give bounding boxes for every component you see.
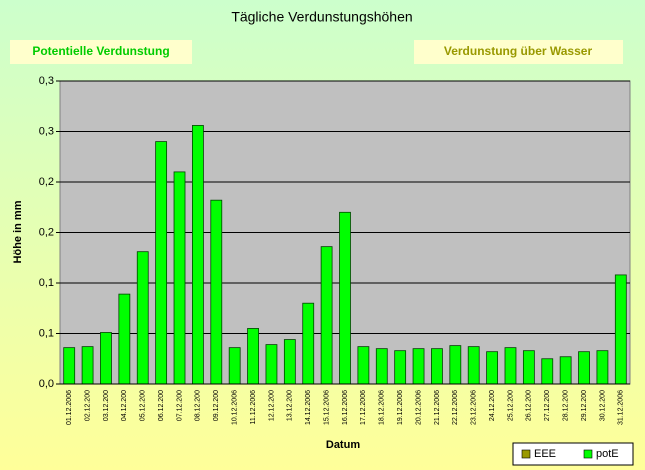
x-tick-label: 28.12.200	[562, 390, 569, 421]
x-tick-label: 05.12.200	[140, 390, 147, 421]
x-tick-label: 08.12.200	[195, 390, 202, 421]
x-tick-label: 20.12.2006	[415, 390, 422, 425]
bar	[522, 350, 535, 385]
x-tick-label: 07.12.200	[176, 390, 183, 421]
annotation-box	[414, 40, 623, 64]
x-tick-label: 29.12.200	[581, 390, 588, 421]
chart-title: Tägliche Verdunstungshöhen	[231, 9, 412, 25]
bar	[375, 348, 388, 385]
x-tick-label: 11.12.2006	[250, 390, 257, 425]
bar	[155, 141, 168, 385]
x-tick-label: 17.12.2006	[360, 390, 367, 425]
x-tick-label: 14.12.2006	[305, 390, 312, 425]
annotation: Potentielle Verdunstung	[32, 44, 169, 58]
y-axis-label: Höhe in mm	[12, 200, 24, 263]
bar	[486, 351, 498, 385]
bar	[136, 251, 149, 385]
x-tick-label: 12.12.200	[268, 390, 275, 421]
x-tick-label: 26.12.200	[526, 390, 533, 421]
bar	[100, 332, 112, 385]
x-tick-label: 19.12.2006	[397, 390, 404, 425]
bar	[265, 344, 278, 385]
y-tick-label: 0,2	[39, 176, 54, 188]
x-tick-label: 30.12.200	[599, 390, 606, 421]
bar	[63, 347, 76, 385]
y-tick-label: 0,3	[39, 125, 54, 137]
y-tick-label: 0,1	[39, 327, 54, 339]
y-tick-label: 0,1	[39, 277, 54, 289]
legend-swatch	[521, 449, 531, 459]
x-tick-label: 06.12.200	[158, 390, 165, 421]
bar	[504, 347, 517, 385]
bar	[541, 358, 554, 385]
x-tick-label: 22.12.2006	[452, 390, 459, 425]
bar	[247, 328, 259, 385]
annotation: Verdunstung über Wasser	[444, 44, 593, 58]
bar	[578, 351, 590, 385]
bar	[173, 171, 186, 385]
x-tick-label: 02.12.200	[84, 390, 91, 421]
x-tick-label: 01.12.2006	[66, 390, 73, 425]
bar	[596, 350, 609, 385]
y-tick-label: 0,0	[39, 378, 54, 390]
legend-label: potE	[596, 448, 619, 460]
bar	[283, 339, 296, 385]
bar	[614, 274, 627, 385]
bar	[339, 211, 351, 385]
bar	[81, 346, 94, 385]
x-tick-label: 10.12.2006	[232, 390, 239, 425]
x-tick-label: 21.12.2006	[434, 390, 441, 425]
bar	[118, 293, 131, 385]
bar	[210, 199, 223, 385]
bar	[302, 302, 315, 385]
x-tick-label: 25.12.200	[507, 390, 514, 421]
x-tick-label: 04.12.200	[121, 390, 128, 421]
x-axis-label: Datum	[326, 439, 360, 451]
x-tick-label: 31.12.2006	[618, 390, 625, 425]
x-tick-label: 23.12.2006	[471, 390, 478, 425]
x-tick-label: 18.12.2006	[379, 390, 386, 425]
bar	[228, 347, 241, 385]
bar	[320, 246, 333, 385]
legend-swatch	[583, 449, 593, 459]
bar	[431, 348, 443, 385]
x-tick-label: 16.12.2006	[342, 390, 349, 425]
bar	[559, 356, 572, 385]
y-tick-label: 0,2	[39, 226, 54, 238]
bar	[467, 346, 480, 385]
x-tick-label: 09.12.200	[213, 390, 220, 421]
x-tick-label: 27.12.200	[544, 390, 551, 421]
bar	[192, 125, 204, 385]
x-tick-label: 15.12.2006	[323, 390, 330, 425]
legend	[512, 442, 634, 466]
x-tick-label: 13.12.200	[287, 390, 294, 421]
bar	[394, 350, 407, 385]
x-tick-label: 24.12.200	[489, 390, 496, 421]
bar	[449, 345, 462, 385]
bar	[357, 346, 370, 385]
legend-label: EEE	[534, 448, 556, 460]
bar	[412, 348, 425, 385]
annotation-box	[10, 40, 192, 64]
y-tick-label: 0,3	[39, 75, 54, 87]
x-tick-label: 03.12.200	[103, 390, 110, 421]
